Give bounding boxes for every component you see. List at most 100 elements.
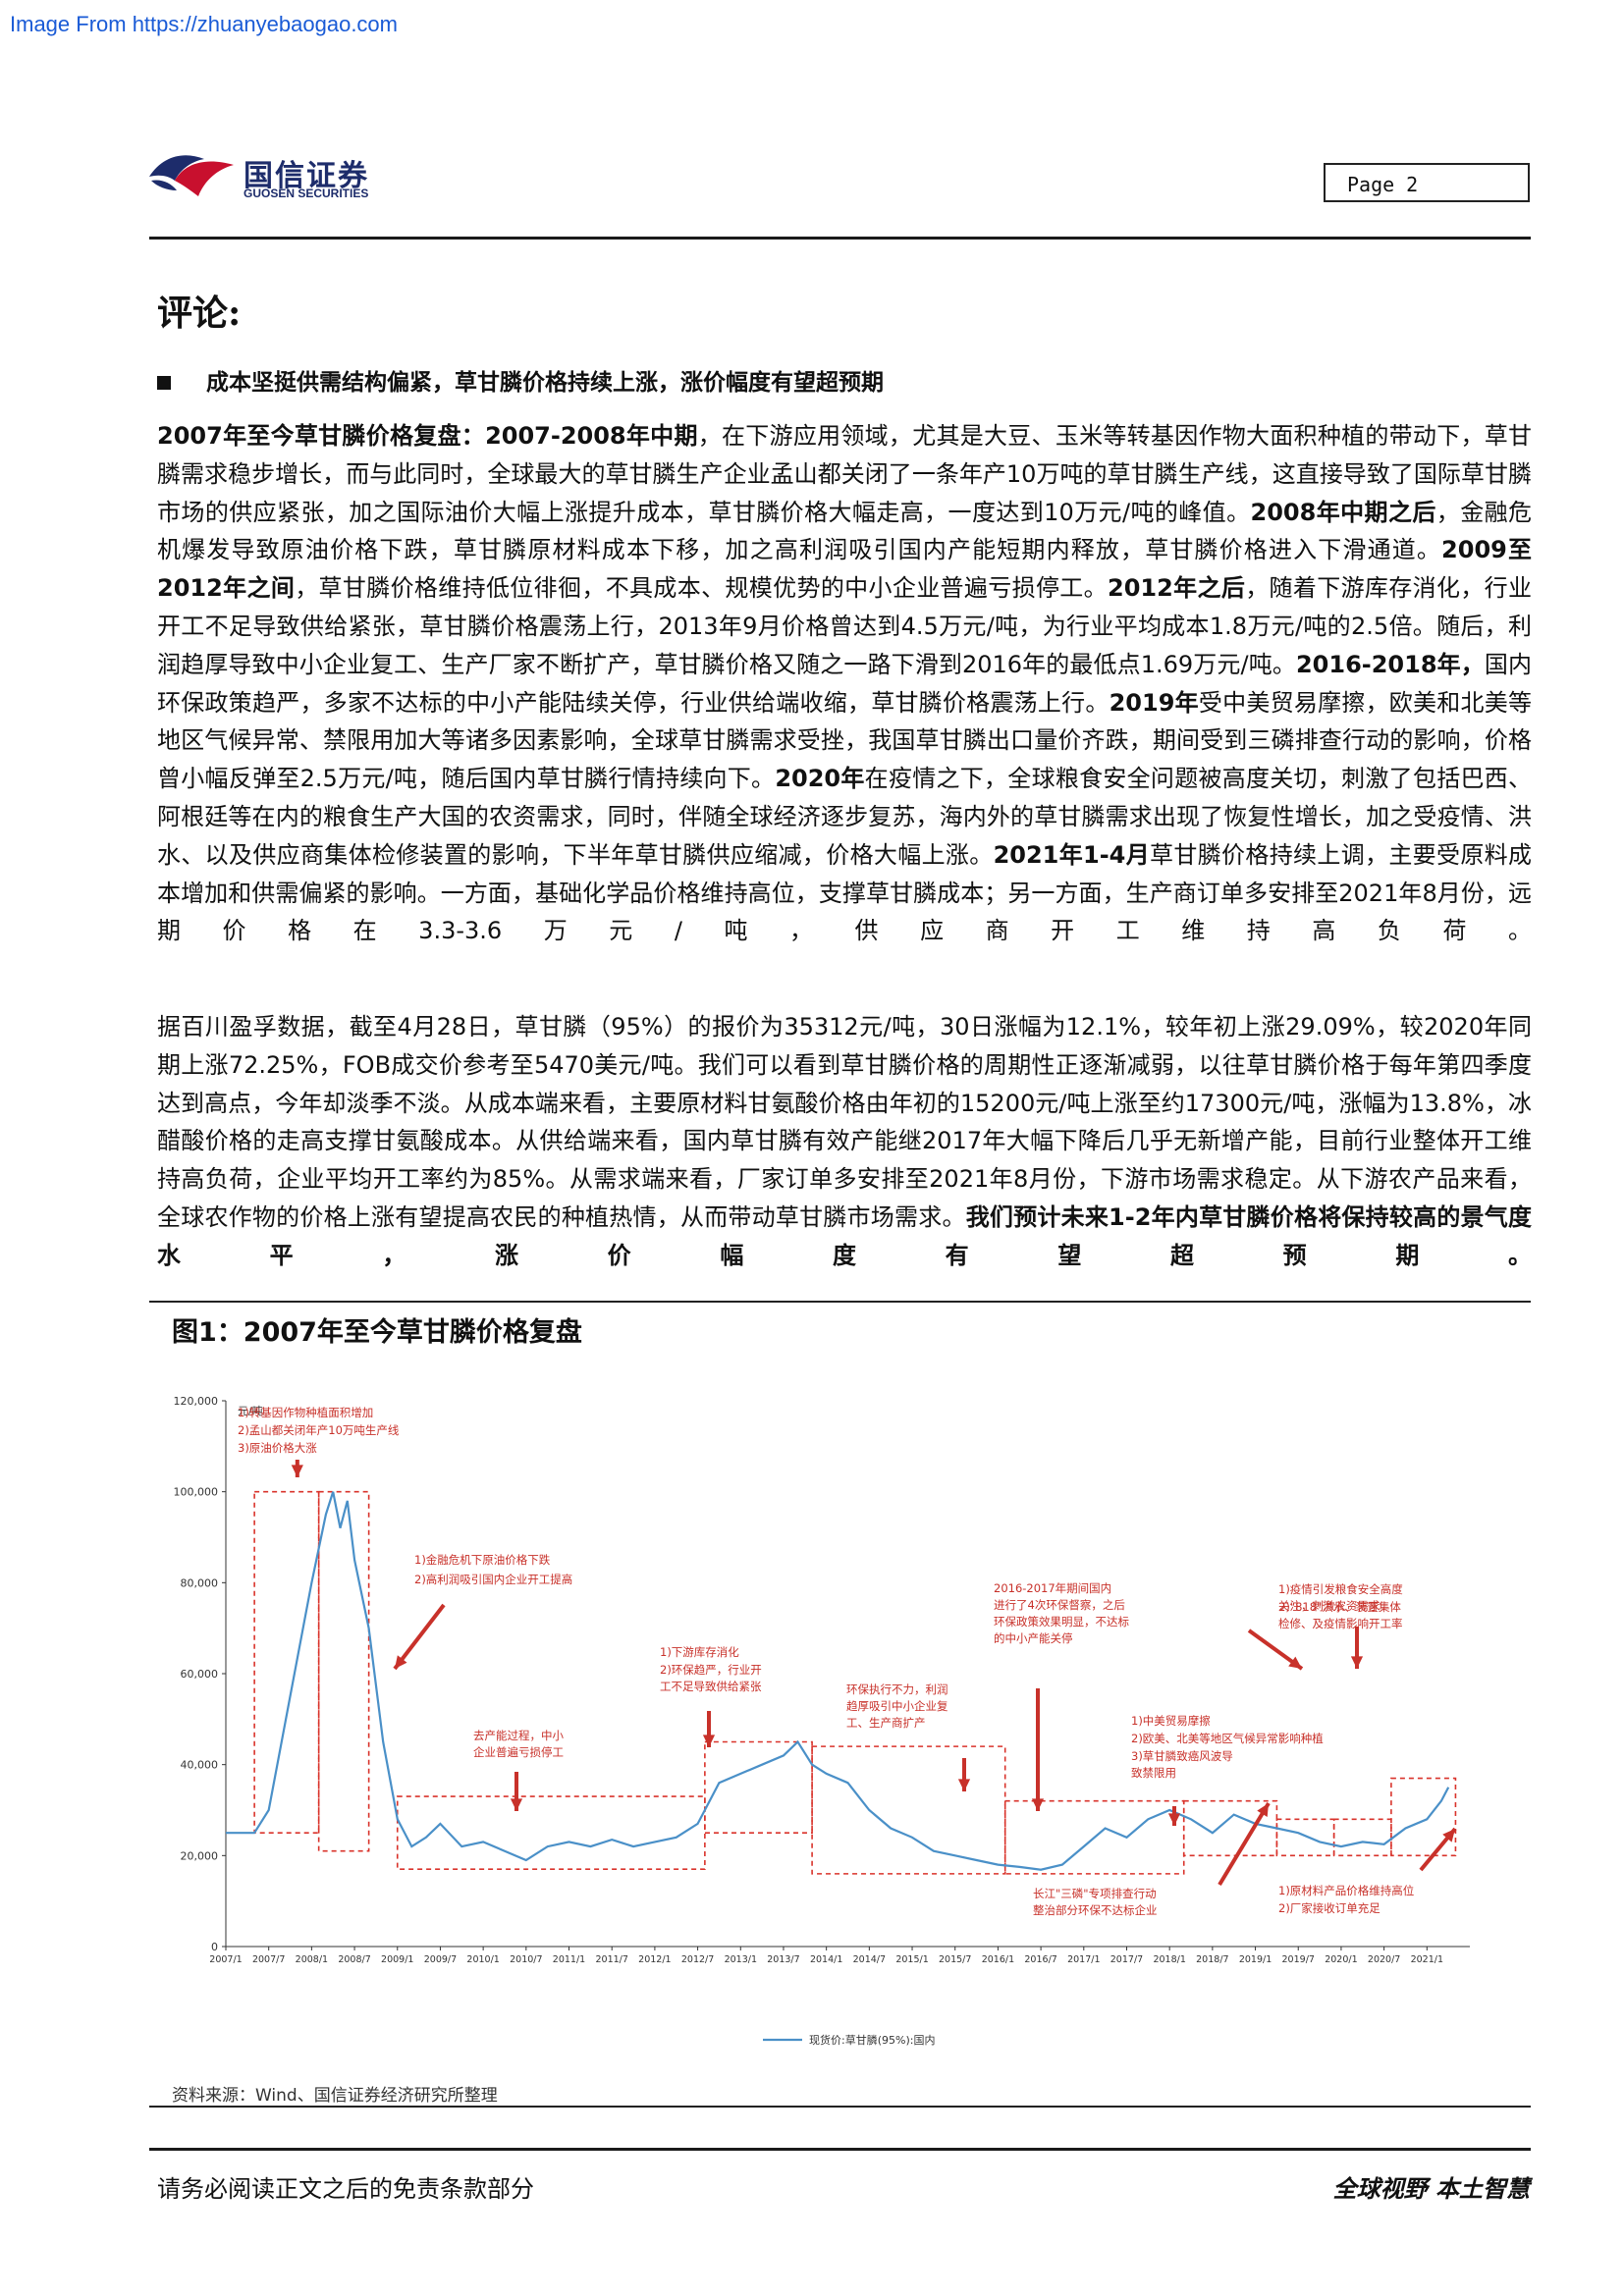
annotation-line: 工、生产商扩产 (846, 1716, 926, 1730)
x-tick-label: 2018/7 (1196, 1954, 1228, 1965)
x-tick-label: 2019/1 (1239, 1954, 1272, 1965)
x-tick-label: 2020/7 (1368, 1954, 1400, 1965)
bullet-heading-text: 成本坚挺供需结构偏紧，草甘膦价格持续上涨，涨价幅度有望超预期 (206, 370, 884, 396)
x-tick-label: 2007/7 (252, 1954, 285, 1965)
annotation-arrow (1218, 1801, 1271, 1887)
x-tick-label: 2015/1 (895, 1954, 928, 1965)
x-tick-label: 2008/1 (296, 1954, 328, 1965)
text-run: 我们预计未来1-2年内草甘膦价格将保持较高的景气度水平，涨价幅度有望超预期。 (157, 1202, 1533, 1269)
range-box (253, 1490, 320, 1834)
annotation-label: 1)下游库存消化 (660, 1645, 739, 1659)
annotation-label: 1)原材料产品价格维持高位 (1278, 1884, 1414, 1897)
footer-slogan: 全球视野 本土智慧 (1332, 2174, 1530, 2203)
guosen-logo: 国信证券 GUOSEN SECURITIES (145, 147, 401, 206)
x-tick-label: 2016/7 (1024, 1954, 1056, 1965)
y-tick-label: 120,000 (174, 1395, 219, 1408)
annotation-line: 环保执行不力，利润 (846, 1682, 948, 1696)
x-tick-label: 2019/7 (1282, 1954, 1315, 1965)
logo-text-cn: 国信证券 (244, 159, 369, 193)
annotation-line: 关注，刺激农资需求 (1278, 1599, 1380, 1613)
annotation-label: 2)厂家接收订单充足 (1278, 1901, 1380, 1915)
page-number: 2 (1406, 173, 1419, 196)
annotation-line: 2016-2017年期间国内 (994, 1581, 1111, 1595)
text-run: 2016-2018年， (1295, 650, 1485, 678)
arrow-head-icon (1031, 1798, 1045, 1811)
arrow-head-icon (957, 1779, 971, 1791)
logo-mark-icon (149, 155, 234, 196)
annotation-line: 2)"818"洪水、装置集体 (1278, 1600, 1401, 1614)
range-box (317, 1490, 370, 1852)
annotation-label: 2)孟山都关闭年产10万吨生产线 (238, 1423, 400, 1437)
arrow-head-icon (1167, 1813, 1181, 1826)
text-run: ，金融危机爆发导致原油价格下跌，草甘膦原材料成本下移，加之高利润吸引国内产能短期… (157, 498, 1533, 564)
y-tick-label: 20,000 (181, 1849, 219, 1862)
text-run: 2009至2012年之间 (157, 536, 1532, 603)
arrow-head-icon (395, 1655, 407, 1669)
footer-divider (149, 2148, 1531, 2151)
disclaimer-note: 请务必阅读正文之后的免责条款部分 (157, 2175, 534, 2203)
annotation-line: 整治部分环保不达标企业 (1033, 1903, 1158, 1917)
x-tick-label: 2017/1 (1067, 1954, 1100, 1965)
annotation-line: 的中小产能关停 (994, 1631, 1073, 1645)
annotation-label: 2016-2017年期间国内进行了4次环保督察，之后环保政策效果明显，不达标的中… (994, 1581, 1129, 1645)
text-run: 2021年1-4月 (993, 840, 1151, 869)
arrow-head-icon (1350, 1656, 1364, 1669)
annotation-line: 去产能过程，中小 (473, 1729, 564, 1742)
text-run: 2007-2008年中期 (485, 422, 698, 450)
section-title: 评论: (157, 293, 242, 334)
text-run: 草甘膦价格持续上调，主要受原料成本增加和供需偏紧的影响。一方面，基础化学品价格维… (157, 840, 1533, 945)
annotation-label: 1)转基因作物种植面积增加 (238, 1406, 373, 1419)
arrow-head-icon (291, 1465, 303, 1477)
figure-top-rule (149, 1301, 1531, 1303)
annotation-line: 趋厚吸引中小企业复 (846, 1699, 948, 1713)
text-run: 2012年之后 (1108, 574, 1246, 603)
square-bullet-icon (157, 376, 171, 390)
annotation-line: 工不足导致供给紧张 (660, 1680, 762, 1693)
text-run: ，草甘膦价格维持低位徘徊，不具成本、规模优势的中小企业普遍亏损停工。 (295, 574, 1108, 603)
y-tick-label: 60,000 (181, 1668, 219, 1681)
range-box (704, 1740, 813, 1834)
figure-bottom-rule (149, 2106, 1531, 2108)
figure-source: 资料来源：Wind、国信证券经济研究所整理 (172, 2086, 498, 2106)
arrow-head-icon (1288, 1656, 1302, 1669)
price-series-line (226, 1491, 1450, 1871)
paragraph-price-history: 2007年至今草甘膦价格复盘：2007-2008年中期，在下游应用领域，尤其是大… (157, 417, 1532, 950)
annotation-label: 1)中美贸易摩擦 (1131, 1714, 1211, 1728)
range-box (1275, 1818, 1335, 1857)
text-run: 在疫情之下，全球粮食安全问题被高度关切，刺激了包括巴西、阿根廷等在内的粮食生产大… (157, 765, 1533, 869)
x-tick-label: 2012/7 (681, 1954, 714, 1965)
logo-text-en: GUOSEN SECURITIES (244, 187, 369, 200)
annotation-label: 1)金融危机下原油价格下跌 (414, 1553, 551, 1567)
text-run: 2019年 (1109, 688, 1199, 717)
x-tick-label: 2014/7 (853, 1954, 886, 1965)
y-tick-label: 100,000 (174, 1486, 219, 1499)
page-label: Page (1347, 173, 1395, 196)
annotation-line: 1)疫情引发粮食安全高度 (1278, 1582, 1403, 1596)
text-run: 2007年至今草甘膦价格复盘： (157, 422, 486, 450)
annotation-label: 2)高利润吸引国内企业开工提高 (414, 1573, 572, 1586)
annotation-line: 致禁限用 (1131, 1766, 1176, 1780)
text-run: 受中美贸易摩擦，欧美和北美等地区气候异常、禁限用加大等诸多因素影响，全球草甘膦需… (157, 688, 1533, 793)
x-tick-label: 2007/1 (209, 1954, 242, 1965)
x-tick-label: 2011/7 (595, 1954, 627, 1965)
x-tick-label: 2010/7 (510, 1954, 542, 1965)
paragraph-current-analysis: 据百川盈孚数据，截至4月28日，草甘膦（95%）的报价为35312元/吨，30日… (157, 1008, 1532, 1275)
page-indicator: Page 2 (1324, 163, 1530, 202)
y-axis-unit: 元/吨 (238, 1405, 263, 1417)
range-box (1332, 1818, 1392, 1857)
arrow-head-icon (510, 1798, 523, 1811)
annotation-label: 2)环保趋严，行业开工不足导致供给紧张 (660, 1663, 762, 1693)
source-link[interactable]: Image From https://zhuanyebaogao.com (10, 12, 398, 36)
price-chart: 0 20,000 40,000 60,000 80,000 100,000 120,000 2… (149, 1350, 1531, 2076)
x-tick-label: 2014/1 (810, 1954, 842, 1965)
legend-label: 现货价:草甘膦(95%):国内 (809, 2033, 935, 2047)
annotation-label: 去产能过程，中小企业普遍亏损停工 (473, 1729, 564, 1759)
text-run: ，随着下游库存消化，行业开工不足导致供给紧张，草甘膦价格震荡上行，2013年9月… (157, 574, 1533, 678)
bullet-heading: 成本坚挺供需结构偏紧，草甘膦价格持续上涨，涨价幅度有望超预期 (157, 363, 884, 397)
x-tick-label: 2011/1 (553, 1954, 585, 1965)
text-run: 据百川盈孚数据，截至4月28日，草甘膦（95%）的报价为35312元/吨，30日… (157, 1013, 1532, 1231)
y-tick-label: 0 (211, 1941, 218, 1953)
price-chart-svg: 0 20,000 40,000 60,000 80,000 100,000 120,000 2… (174, 1395, 1470, 2047)
x-tick-label: 2015/7 (939, 1954, 971, 1965)
x-tick-label: 2020/1 (1325, 1954, 1357, 1965)
